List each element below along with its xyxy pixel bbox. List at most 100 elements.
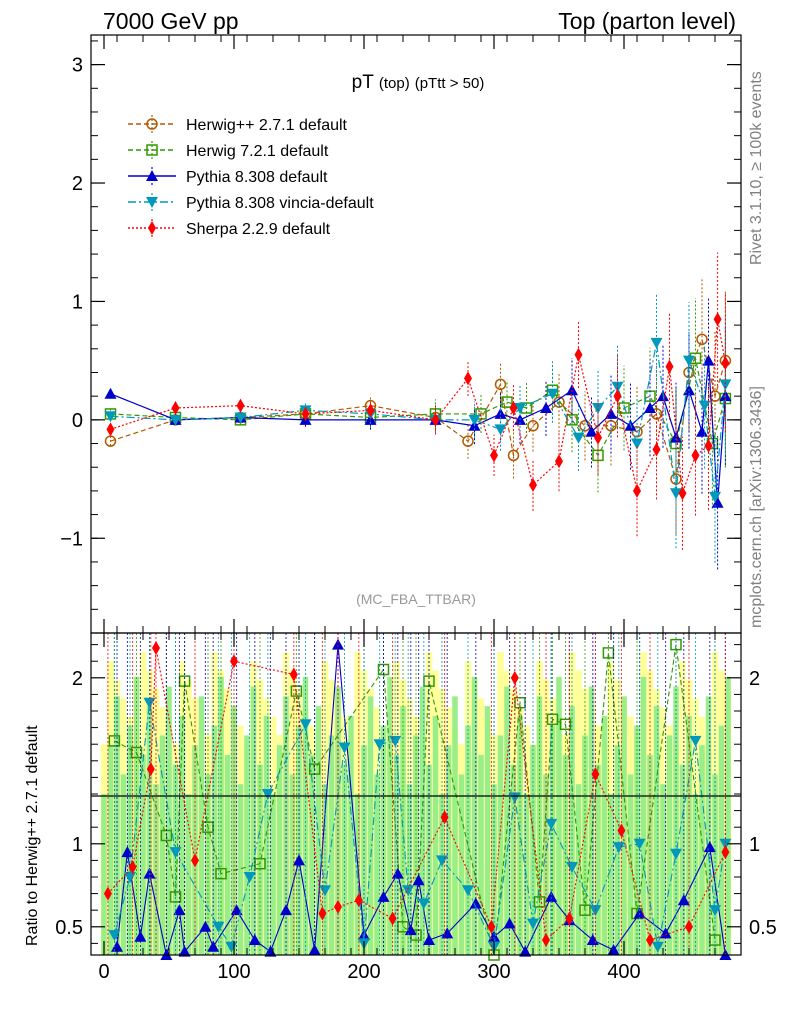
ratio-point [128, 860, 137, 875]
ratio-point [670, 848, 682, 860]
ratio-band-green [179, 715, 185, 955]
main-point [236, 398, 245, 413]
ratio-point [423, 934, 435, 946]
ratio-band-green [341, 764, 348, 955]
ratio-point [510, 670, 519, 685]
main-point [633, 483, 641, 498]
ratio-band-green [640, 676, 647, 955]
ratio-band-green [426, 764, 432, 955]
ratio-band-green [107, 745, 114, 955]
main-point [301, 406, 310, 421]
ratio-point [169, 847, 182, 859]
ratio-ytick-label-right-0: 0.5 [749, 917, 777, 939]
ratio-band-green [348, 715, 354, 955]
ratio-band-green [608, 794, 614, 955]
ratio-point [202, 821, 214, 833]
main-point [670, 488, 682, 500]
ratio-point [412, 874, 425, 886]
ratio-band-green [406, 784, 413, 955]
ratio-band-green [159, 735, 166, 955]
ratio-band-green [250, 686, 257, 955]
legend-label-2: Pythia 8.308 default [186, 169, 328, 186]
ratio-band-green [504, 686, 510, 955]
main-point [721, 356, 730, 371]
ratio-band-green [601, 715, 608, 955]
ratio-point [542, 933, 550, 948]
main-point [494, 378, 507, 391]
main-point [611, 381, 624, 393]
ratio-band-green [712, 774, 718, 955]
main-point [462, 435, 474, 447]
ratio-band-green [478, 754, 484, 955]
legend-marker-3 [146, 197, 158, 208]
ratio-point [334, 899, 342, 914]
ratio-point [373, 739, 386, 751]
main-point [490, 448, 498, 463]
ratio-point [308, 944, 321, 956]
main-ytick-label-3: 2 [72, 173, 83, 195]
ratio-point [519, 945, 532, 957]
ratio-point [402, 885, 415, 897]
ratio-point [243, 871, 256, 883]
ratio-point [703, 841, 716, 853]
ratio-point [230, 904, 243, 916]
ratio-band-green [133, 676, 140, 955]
ratio-band-green [419, 686, 426, 955]
ratio-band-green [679, 764, 686, 955]
ratio-band-green [374, 774, 380, 955]
main-point [507, 449, 520, 462]
main-point [592, 403, 604, 415]
main-series-2 [104, 296, 732, 570]
ratio-band-green [510, 764, 517, 955]
ratio-band-green [523, 794, 530, 955]
ratio-band-green [237, 784, 244, 955]
main-point [529, 477, 537, 492]
ratio-band-green [465, 725, 471, 955]
ratio-band-green [393, 754, 400, 955]
ratio-point [143, 697, 156, 709]
ratio-point [527, 918, 539, 930]
ratio-point [545, 890, 558, 902]
main-point [678, 486, 687, 501]
main-point [527, 420, 539, 432]
main-title-sub1: (top) [379, 75, 410, 92]
ratio-panel: 0.5 0.5 1 1 2 2 0 100 200 300 400 Ratio to Herwig… [24, 35, 777, 983]
main-point [169, 414, 182, 426]
ratio-series-3 [103, 633, 730, 955]
ratio-band-green [172, 764, 179, 955]
ratio-band-green [140, 754, 146, 955]
main-point [644, 402, 656, 414]
ratio-point [487, 919, 496, 934]
main-point [475, 408, 487, 420]
ratio-point [719, 838, 732, 850]
xtick-label-4: 400 [607, 961, 640, 983]
ratio-point [173, 904, 186, 916]
ratio-band-green [445, 745, 452, 955]
xtick-label-1: 100 [217, 961, 250, 983]
legend-label-1: Herwig 7.2.1 default [186, 143, 329, 160]
ratio-point [152, 640, 160, 655]
ratio-band-green [289, 774, 296, 955]
main-title-sub2: (pTtt > 50) [415, 75, 485, 92]
main-point [631, 438, 643, 450]
ratio-point [545, 818, 558, 830]
ratio-band-green [218, 676, 224, 955]
main-point [585, 425, 598, 437]
ratio-point [130, 746, 143, 759]
main-point [555, 454, 563, 469]
main-ytick-label-0: −1 [60, 528, 83, 550]
main-point [431, 412, 440, 427]
ratio-point [721, 845, 730, 860]
xtick-label-3: 300 [477, 961, 510, 983]
main-point [514, 403, 526, 415]
x-ticks: 0 100 200 300 400 [90, 35, 742, 983]
ratio-ytick-label-left-1: 1 [72, 834, 83, 856]
ratio-band-green [302, 676, 309, 955]
ratio-series-line-3 [107, 647, 726, 942]
main-point [464, 371, 472, 386]
ratio-band-green [270, 794, 276, 955]
ratio-point [404, 924, 417, 936]
ratio-band-green [211, 725, 218, 955]
main-point [698, 400, 711, 412]
ratio-band-green [120, 774, 127, 955]
